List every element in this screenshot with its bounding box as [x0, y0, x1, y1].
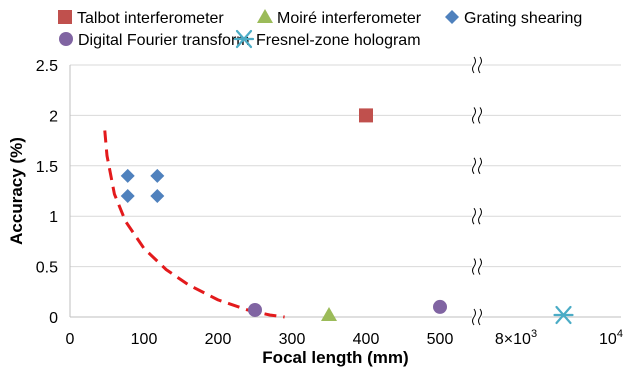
- axis-break-mark: [478, 308, 482, 326]
- x-tick-label: 500: [427, 331, 454, 348]
- legend-label: Moiré interferometer: [277, 10, 422, 27]
- y-tick-label: 1: [49, 209, 58, 226]
- axis-break-mask: [472, 309, 482, 325]
- data-point-diamond: [150, 189, 165, 204]
- data-point-circle: [248, 302, 262, 317]
- x-tick-label: 400: [353, 331, 380, 348]
- data-point-square: [359, 108, 373, 123]
- y-tick-label: 2: [49, 108, 58, 125]
- x-tick-label-upper: 104: [599, 328, 623, 348]
- data-point-diamond: [120, 189, 135, 204]
- axis-break-mask: [472, 107, 482, 124]
- x-tick-label: 200: [205, 331, 232, 348]
- fit-curve-line: [103, 130, 285, 319]
- axes: [69, 56, 621, 326]
- axis-labels: 0 0.5 1 1.5 2 2.5 0 100 200 300 400 500 8×103 104 Foca…: [7, 58, 623, 367]
- axis-break-mark: [478, 258, 482, 275]
- data-points: [120, 108, 574, 325]
- y-tick-label: 1.5: [36, 159, 58, 176]
- legend-label: Fresnel-zone hologram: [256, 32, 421, 49]
- legend-label: Digital Fourier transform: [78, 32, 250, 49]
- axis-break-mask: [472, 208, 482, 225]
- x-axis-title: Focal length (mm): [262, 348, 408, 367]
- x-tick-label: 100: [131, 331, 158, 348]
- axis-break-mark: [472, 157, 476, 175]
- x-tick-label: 300: [279, 331, 306, 348]
- axis-break-mark: [472, 207, 476, 225]
- axis-break-mask: [472, 57, 482, 73]
- gridlines: [70, 64, 621, 268]
- x-tick-label-upper: 8×103: [495, 328, 537, 348]
- data-point-diamond: [150, 168, 165, 183]
- axis-break-mask: [472, 157, 482, 174]
- x-tick-label: 0: [66, 331, 75, 348]
- legend-label: Grating shearing: [464, 10, 582, 27]
- axis-break-mark: [478, 107, 482, 124]
- axis-break-mask: [472, 258, 482, 275]
- tick-base: 10: [599, 331, 617, 348]
- axis-break-mark: [478, 157, 482, 175]
- axis-break-mark: [472, 308, 476, 326]
- y-axis-title: Accuracy (%): [7, 137, 26, 245]
- tick-exponent: 3: [531, 328, 537, 340]
- tick-exponent: 4: [617, 328, 623, 340]
- data-point-diamond: [120, 168, 135, 183]
- axis-break-mark: [478, 207, 482, 225]
- legend-marker-square: [58, 10, 72, 24]
- fit-curve: [103, 130, 285, 319]
- legend-marker-triangle: [257, 9, 273, 23]
- legend-marker-diamond: [445, 10, 459, 24]
- legend-marker-asterisk: [233, 29, 255, 49]
- axis-break-mark: [478, 56, 482, 74]
- tick-base: 8×10: [495, 331, 531, 348]
- y-tick-label: 0: [49, 310, 58, 327]
- y-tick-label: 0.5: [36, 260, 58, 277]
- axis-break-mark: [472, 258, 476, 275]
- data-point-triangle: [321, 306, 337, 321]
- y-tick-label: 2.5: [36, 58, 58, 75]
- axis-break-mark: [472, 107, 476, 124]
- legend-label: Talbot interferometer: [77, 10, 224, 27]
- legend-marker-circle: [59, 32, 73, 46]
- data-point-asterisk: [553, 305, 574, 325]
- legend: Talbot interferometer Moiré interferomete…: [58, 9, 582, 49]
- legend-marker-asterisk-stroke: [235, 29, 253, 49]
- data-point-asterisk-stroke: [555, 305, 572, 325]
- data-point-circle: [433, 299, 447, 314]
- axis-break-mark: [472, 56, 476, 74]
